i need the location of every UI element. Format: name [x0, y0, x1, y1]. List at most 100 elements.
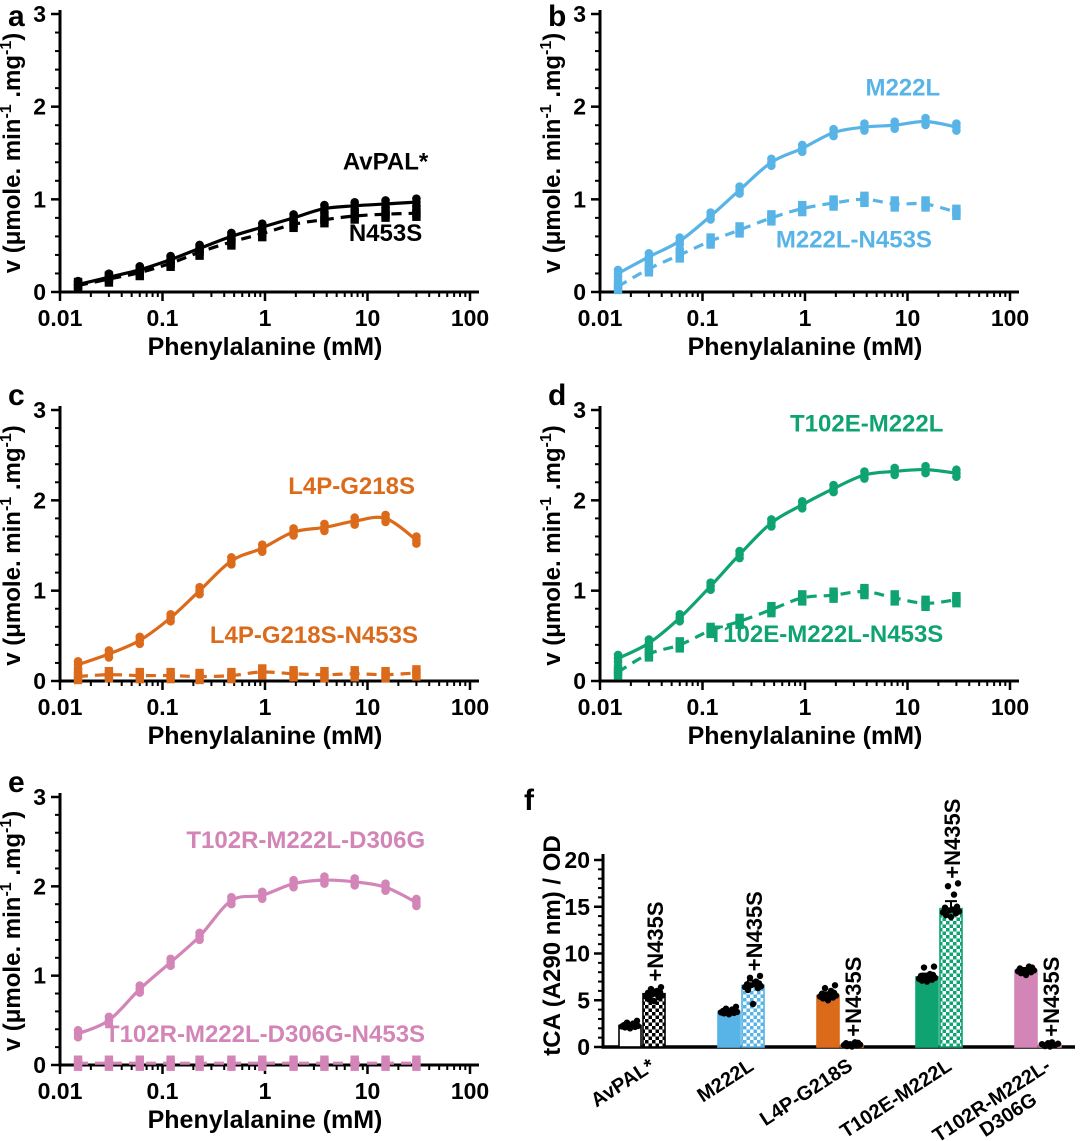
data-point — [381, 673, 390, 683]
x-tick-label: 10 — [895, 694, 921, 720]
data-point — [350, 520, 359, 529]
data-point — [320, 673, 329, 683]
series-label: AvPAL* — [343, 149, 429, 176]
data-point — [860, 590, 869, 600]
replicate-dot — [842, 1040, 850, 1047]
data-point — [797, 504, 807, 513]
replicate-dot — [657, 983, 665, 991]
y-tick-label: 2 — [573, 487, 586, 513]
data-point — [952, 472, 961, 482]
panel-e: e 0 1 2 3 0.01 0.1 1 10 100 Phenylalanine (mM) v (… — [0, 760, 540, 1141]
x-axis-title: Phenylalanine (mM) — [148, 722, 383, 750]
bar-annotation: +N435S — [643, 901, 668, 981]
x-tick-label: 100 — [451, 1078, 489, 1104]
replicate-dot — [930, 963, 938, 970]
replicate-dot — [1038, 1040, 1046, 1048]
data-point — [890, 597, 899, 606]
x-axis-title: Phenylalanine (mM) — [688, 333, 923, 361]
data-point — [412, 672, 421, 681]
data-point — [258, 671, 267, 680]
data-point — [767, 161, 776, 171]
y-tick-label: 1 — [573, 578, 586, 604]
panel-letter-a: a — [8, 0, 25, 33]
x-tick-label: 0.1 — [147, 305, 179, 331]
x-tick-label: 0.1 — [147, 694, 179, 720]
data-point — [412, 539, 421, 548]
x-tick-label: 10 — [355, 694, 381, 720]
x-tick-label: 0.1 — [147, 1078, 179, 1104]
data-point — [829, 487, 838, 497]
series-label: T102R-M222L-D306G-N453S — [105, 1021, 425, 1048]
panel-letter-e: e — [8, 766, 25, 799]
y-axis-title: v (μmole. min-1 .mg-1) — [0, 811, 26, 1052]
x-axis-title: Phenylalanine (mM) — [688, 722, 923, 750]
data-point — [227, 560, 236, 569]
panel-letter-d: d — [548, 379, 567, 412]
data-point — [227, 1062, 236, 1071]
data-point — [952, 599, 961, 608]
x-tick-label: 0.1 — [687, 305, 719, 331]
replicate-dot — [623, 1019, 631, 1026]
data-point — [166, 616, 175, 626]
data-point — [412, 212, 421, 221]
y-tick-label: 0 — [573, 279, 586, 305]
kinetics-chart-b: 0 1 2 3 0.01 0.1 1 10 100 Phenylalanine (mM) v (μm… — [538, 1, 1029, 361]
data-point — [381, 213, 390, 222]
kinetics-chart-e: 0 1 2 3 0.01 0.1 1 10 100 Phenylalanine (mM) v (μm… — [0, 784, 489, 1134]
x-tick-label: 10 — [355, 305, 381, 331]
data-point — [735, 189, 744, 198]
data-point — [675, 644, 684, 653]
y-tick-label: 3 — [33, 1, 46, 27]
x-tick-label: 1 — [259, 1078, 272, 1104]
data-point — [104, 673, 114, 683]
data-point — [890, 124, 899, 133]
replicate-dot — [831, 982, 839, 989]
y-tick-label: 2 — [33, 94, 46, 120]
data-point — [195, 935, 204, 945]
replicate-dot — [941, 904, 949, 911]
replicate-dot — [1016, 965, 1024, 972]
y-tick-label: 0 — [33, 668, 46, 694]
replicate-dot — [647, 985, 655, 993]
x-tick-label: 10 — [355, 1078, 381, 1104]
series-label: M222L — [865, 75, 940, 102]
bar-T102E-M222L-solid — [915, 976, 939, 1048]
data-point — [258, 1062, 267, 1071]
data-point — [289, 1062, 298, 1071]
replicate-dot — [633, 1017, 641, 1025]
data-point — [381, 886, 390, 896]
data-point — [890, 470, 899, 480]
y-tick-label: 3 — [573, 1, 586, 27]
data-point — [644, 268, 654, 277]
data-point — [412, 1062, 421, 1071]
bar-T102R-M222L-D306G-solid — [1014, 969, 1038, 1048]
category-label: L4P-G218S — [756, 1055, 857, 1131]
y-tick-label: 5 — [577, 987, 590, 1013]
y-tick-label: 0 — [573, 668, 586, 694]
data-point — [412, 901, 421, 911]
y-tick-label: 1 — [573, 186, 586, 212]
data-point — [921, 203, 930, 212]
x-tick-label: 100 — [991, 305, 1029, 331]
data-point — [135, 639, 145, 649]
data-point — [706, 629, 715, 639]
data-point — [735, 553, 744, 563]
data-point — [73, 284, 83, 294]
data-point — [381, 517, 390, 527]
series-label: N453S — [349, 220, 422, 247]
panel-d: d 0 1 2 3 0.01 0.1 1 10 100 Phenylalanine (mM) v (… — [538, 365, 1080, 760]
replicate-dot — [722, 1005, 730, 1012]
panel-letter-c: c — [8, 379, 25, 412]
replicate-dot — [1054, 1040, 1062, 1047]
y-tick-label: 2 — [33, 487, 46, 513]
y-tick-label: 0 — [33, 279, 46, 305]
panel-a: a 0 1 2 3 0.01 0.1 1 10 100 Phenylalanine (mM) v (… — [0, 0, 540, 365]
data-point — [860, 198, 869, 208]
y-tick-label: 2 — [573, 94, 586, 120]
data-point — [320, 526, 329, 536]
bar-annotation: +N435S — [841, 957, 866, 1037]
replicate-dot — [954, 880, 962, 887]
y-axis-title: v (μmole. min-1 .mg-1) — [0, 425, 26, 666]
data-point — [860, 474, 869, 483]
